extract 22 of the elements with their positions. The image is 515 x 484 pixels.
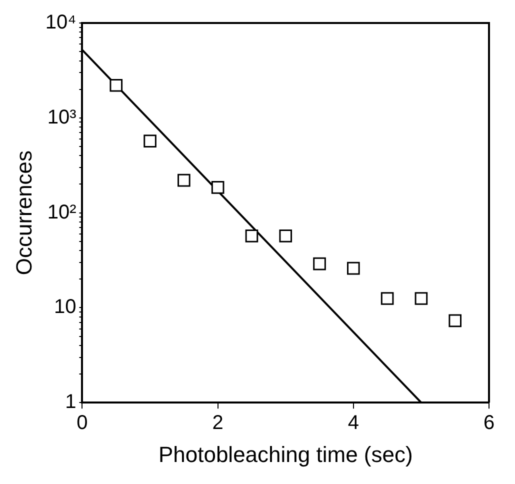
x-tick-label: 2: [212, 412, 224, 434]
y-tick-label: 1: [65, 391, 76, 414]
y-tick-label: 10³: [47, 106, 77, 128]
point: [178, 174, 190, 187]
x-tick-label: 0: [76, 412, 88, 434]
y-tick-label: 10²: [47, 201, 77, 224]
point: [380, 292, 394, 305]
point: [144, 134, 156, 148]
y-axis-title: Occurrences: [11, 150, 36, 276]
y-tick-label: 10: [54, 296, 76, 318]
point: [313, 257, 326, 270]
point: [448, 314, 462, 328]
point: [110, 78, 123, 92]
x-tick-label: 6: [483, 412, 495, 434]
point: [245, 230, 258, 242]
x-tick-label: 4: [348, 412, 359, 434]
point: [347, 262, 360, 275]
point: [211, 181, 224, 194]
point: [279, 230, 292, 242]
x-axis-title: Photobleaching time (sec): [158, 442, 413, 467]
point: [414, 292, 428, 305]
y-tick-label: 10⁴: [45, 12, 76, 34]
